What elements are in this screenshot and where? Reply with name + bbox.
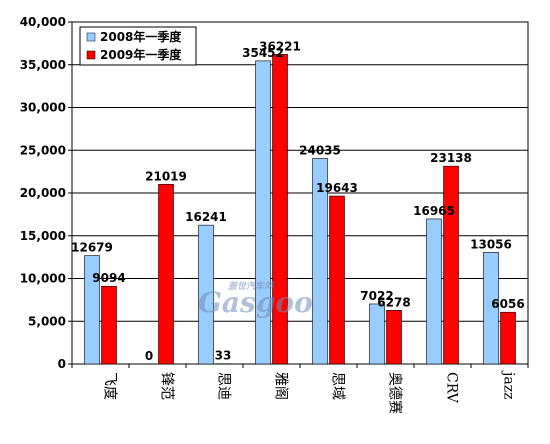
legend-swatch-2009 (86, 50, 96, 60)
y-tick-label: 15,000 (20, 229, 66, 243)
x-category-label: 奥德赛 (387, 372, 404, 414)
bar-2009-7 (500, 311, 516, 365)
watermark-cn: 盖世汽车网 (228, 281, 275, 292)
data-label: 16965 (413, 204, 455, 218)
bar-2009-6 (443, 165, 459, 365)
x-category-label: 雅阁 (273, 372, 289, 400)
bar-2008-4 (312, 158, 328, 365)
bar-2008-6 (426, 218, 442, 365)
data-label: 0 (145, 349, 153, 363)
y-tick-label: 0 (58, 357, 66, 371)
y-tick-label: 20,000 (20, 186, 66, 200)
data-label: 16241 (185, 210, 227, 224)
x-category-label: CRV (444, 372, 460, 404)
y-tick-label: 10,000 (20, 272, 66, 286)
data-label: 9094 (92, 271, 125, 285)
x-category-label: 思域 (330, 372, 346, 400)
y-tick-label: 5,000 (28, 314, 66, 328)
x-category-label: 锋范 (159, 372, 176, 400)
legend-label-2008: 2008年一季度 (100, 29, 182, 44)
y-axis-ticks: 0 5,000 10,000 15,000 20,000 25,000 30,000 35,0… (20, 15, 72, 371)
y-tick-label: 35,000 (20, 58, 66, 72)
y-tick-label: 40,000 (20, 15, 66, 29)
legend-swatch-2008 (86, 32, 96, 42)
data-label: 7022 (360, 289, 393, 303)
data-label: 36221 (259, 39, 301, 53)
bar-2008-5 (369, 303, 385, 365)
data-label: 21019 (145, 169, 187, 183)
data-label: 23138 (430, 151, 472, 165)
data-label: 13056 (470, 237, 512, 251)
data-label: 6056 (491, 297, 524, 311)
x-category-label: jazz (501, 370, 517, 399)
data-label: 35452 (242, 46, 284, 60)
bars (84, 54, 516, 365)
data-label: 12679 (71, 241, 113, 255)
bar-2009-4 (329, 195, 345, 365)
data-label: 24035 (299, 144, 341, 158)
bar-2009-5 (386, 310, 402, 365)
watermark-brand: Gasgoo (198, 286, 313, 319)
y-tick-label: 25,000 (20, 143, 66, 157)
legend-label-2009: 2009年一季度 (100, 47, 182, 62)
x-category-label: 思迪 (216, 372, 232, 400)
legend: 2008年一季度 2009年一季度 (79, 26, 197, 66)
bar-2008-2 (198, 224, 214, 365)
data-label: 19643 (316, 181, 358, 195)
legend-box (79, 26, 197, 66)
bar-2008-7 (483, 252, 499, 365)
bar-2009-1 (158, 183, 174, 365)
bar-2008-3 (255, 60, 271, 365)
x-axis-categories: 飞度 锋范 思迪 雅阁 思域 奥德赛 CRV jazz (71, 364, 529, 414)
y-tick-label: 30,000 (20, 101, 66, 115)
watermark: 盖世汽车网 Gasgoo (198, 281, 313, 319)
x-category-label: 飞度 (102, 372, 118, 400)
bar-2009-0 (101, 285, 117, 365)
bar-2008-0 (84, 255, 100, 365)
data-label: 6278 (377, 295, 410, 309)
bar-2009-3 (272, 54, 288, 365)
data-label: 33 (215, 349, 232, 363)
